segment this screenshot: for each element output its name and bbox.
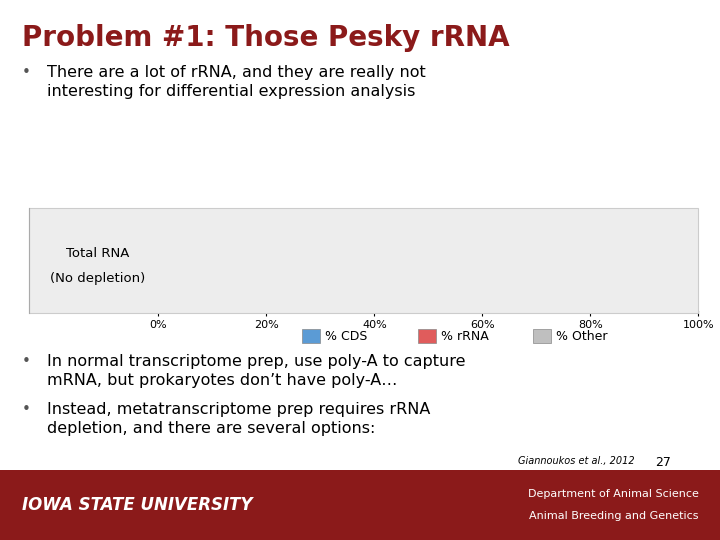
Text: % Other: % Other	[556, 330, 608, 343]
Text: Problem #1: Those Pesky rRNA: Problem #1: Those Pesky rRNA	[22, 24, 509, 52]
Bar	[671, 261, 698, 276]
Text: depletion, and there are several options:: depletion, and there are several options…	[47, 421, 375, 436]
Text: Department of Animal Science: Department of Animal Science	[528, 489, 698, 499]
Text: % rRNA: % rRNA	[441, 330, 488, 343]
Bar	[186, 261, 672, 276]
Text: Instead, metatranscriptome prep requires rRNA: Instead, metatranscriptome prep requires…	[47, 402, 430, 417]
Bar	[158, 232, 169, 247]
Text: •: •	[22, 354, 30, 369]
Bar	[158, 261, 186, 276]
Text: % CDS: % CDS	[325, 330, 368, 343]
Text: Giannoukos et al., 2012: Giannoukos et al., 2012	[518, 456, 635, 467]
Text: interesting for differential expression analysis: interesting for differential expression …	[47, 84, 415, 99]
Text: IOWA STATE UNIVERSITY: IOWA STATE UNIVERSITY	[22, 496, 252, 514]
Text: There are a lot of rRNA, and they are really not: There are a lot of rRNA, and they are re…	[47, 65, 426, 80]
Bar	[169, 232, 688, 247]
Text: (No depletion): (No depletion)	[50, 272, 145, 285]
Text: •: •	[22, 402, 30, 417]
Text: mRNA, but prokaryotes don’t have poly-A…: mRNA, but prokaryotes don’t have poly-A…	[47, 373, 397, 388]
Text: •: •	[22, 65, 30, 80]
Bar	[688, 232, 698, 247]
Text: In normal transcriptome prep, use poly-A to capture: In normal transcriptome prep, use poly-A…	[47, 354, 465, 369]
Text: Total RNA: Total RNA	[66, 247, 129, 260]
Text: Animal Breeding and Genetics: Animal Breeding and Genetics	[529, 511, 698, 521]
Bar	[158, 290, 169, 305]
Bar	[169, 290, 693, 305]
Bar	[693, 290, 698, 305]
Text: 27: 27	[655, 456, 671, 469]
